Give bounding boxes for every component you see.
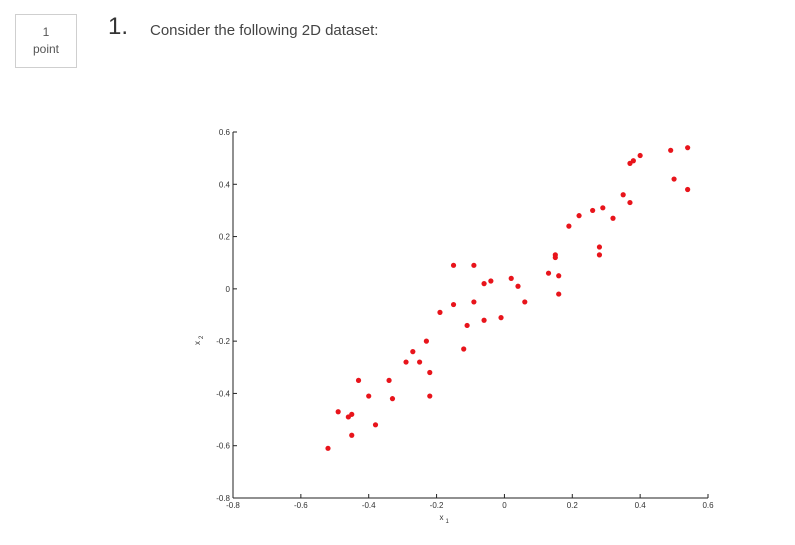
x-tick-label: -0.4 bbox=[362, 501, 376, 510]
y-axis-label-group: x2 bbox=[193, 335, 205, 345]
data-point bbox=[450, 262, 457, 268]
data-point bbox=[627, 199, 633, 206]
data-point bbox=[403, 359, 409, 365]
data-point bbox=[389, 396, 396, 402]
y-tick-label: 0.4 bbox=[219, 180, 231, 189]
data-point bbox=[630, 158, 636, 164]
data-point bbox=[372, 422, 379, 428]
data-point bbox=[596, 252, 603, 258]
y-tick-label: -0.4 bbox=[216, 389, 230, 398]
data-point bbox=[637, 152, 643, 159]
y-axis-label: x bbox=[193, 341, 202, 345]
data-point bbox=[620, 192, 626, 198]
data-point bbox=[522, 299, 528, 305]
data-point bbox=[437, 309, 443, 315]
y-tick-label: -0.6 bbox=[216, 442, 230, 451]
data-point bbox=[685, 145, 691, 151]
chart-axis-labels: x 1x2 bbox=[193, 335, 450, 525]
y-tick-label: -0.2 bbox=[216, 337, 230, 346]
data-point bbox=[552, 254, 558, 261]
data-point bbox=[417, 359, 423, 365]
question-text: Consider the following 2D dataset: bbox=[150, 22, 379, 39]
chart-ticks: -0.8 -0.6 -0.4 -0.2 0 0.2 0.4 0.6 -0.8 -0.6 -0.4 -0… bbox=[216, 128, 714, 510]
data-point bbox=[481, 317, 487, 323]
scatter-chart: -0.8 -0.6 -0.4 -0.2 0 0.2 0.4 0.6 -0.8 -0.6 -0.4 -0… bbox=[180, 120, 740, 545]
data-point bbox=[545, 270, 552, 276]
data-point bbox=[335, 409, 341, 415]
data-point bbox=[366, 393, 372, 399]
x-axis-label: x bbox=[440, 513, 444, 522]
question-number: 1. bbox=[108, 13, 129, 40]
y-tick-label: 0.2 bbox=[219, 233, 231, 242]
data-point bbox=[464, 322, 470, 329]
points-value: 1 bbox=[42, 25, 50, 39]
chart-points bbox=[325, 145, 691, 451]
data-point bbox=[566, 223, 572, 229]
data-point bbox=[556, 273, 562, 279]
points-box: 1 point bbox=[15, 14, 77, 68]
data-point bbox=[471, 299, 477, 305]
data-point bbox=[556, 291, 562, 297]
data-point bbox=[576, 213, 582, 219]
x-axis-label-subscript: 1 bbox=[446, 519, 450, 525]
data-point bbox=[349, 411, 355, 417]
y-tick-label: 0 bbox=[226, 285, 231, 294]
points-label: point bbox=[32, 42, 60, 56]
chart-axes bbox=[232, 132, 708, 499]
data-point bbox=[423, 338, 429, 344]
data-point bbox=[386, 377, 392, 383]
y-tick-label: 0.6 bbox=[219, 128, 231, 137]
data-point bbox=[508, 275, 514, 281]
data-point bbox=[488, 278, 494, 284]
data-point bbox=[685, 186, 691, 193]
scatter-plot-svg: -0.8 -0.6 -0.4 -0.2 0 0.2 0.4 0.6 -0.8 -0.6 -0.4 -0… bbox=[193, 128, 714, 525]
x-tick-label: 0.6 bbox=[702, 501, 714, 510]
data-point bbox=[461, 346, 467, 352]
data-point bbox=[596, 244, 603, 250]
data-point bbox=[325, 445, 331, 451]
data-point bbox=[410, 349, 416, 355]
data-point bbox=[515, 283, 521, 289]
y-tick-label: -0.8 bbox=[216, 494, 230, 503]
y-axis-label-subscript: 2 bbox=[199, 335, 205, 339]
data-point bbox=[355, 377, 362, 383]
x-tick-label: -0.2 bbox=[430, 501, 444, 510]
x-tick-label: 0 bbox=[502, 501, 507, 510]
x-tick-label: 0.2 bbox=[567, 501, 579, 510]
data-point bbox=[610, 215, 616, 221]
data-point bbox=[427, 393, 433, 399]
data-point bbox=[450, 301, 457, 308]
x-tick-label: -0.8 bbox=[226, 501, 240, 510]
data-point bbox=[349, 432, 355, 438]
x-tick-label: -0.6 bbox=[294, 501, 308, 510]
data-point bbox=[668, 147, 674, 153]
data-point bbox=[481, 281, 487, 287]
x-tick-label: 0.4 bbox=[635, 501, 647, 510]
data-point bbox=[600, 205, 606, 211]
data-point bbox=[498, 315, 504, 321]
data-point bbox=[671, 176, 677, 182]
data-point bbox=[471, 262, 477, 268]
data-point bbox=[427, 369, 433, 376]
data-point bbox=[590, 207, 596, 214]
